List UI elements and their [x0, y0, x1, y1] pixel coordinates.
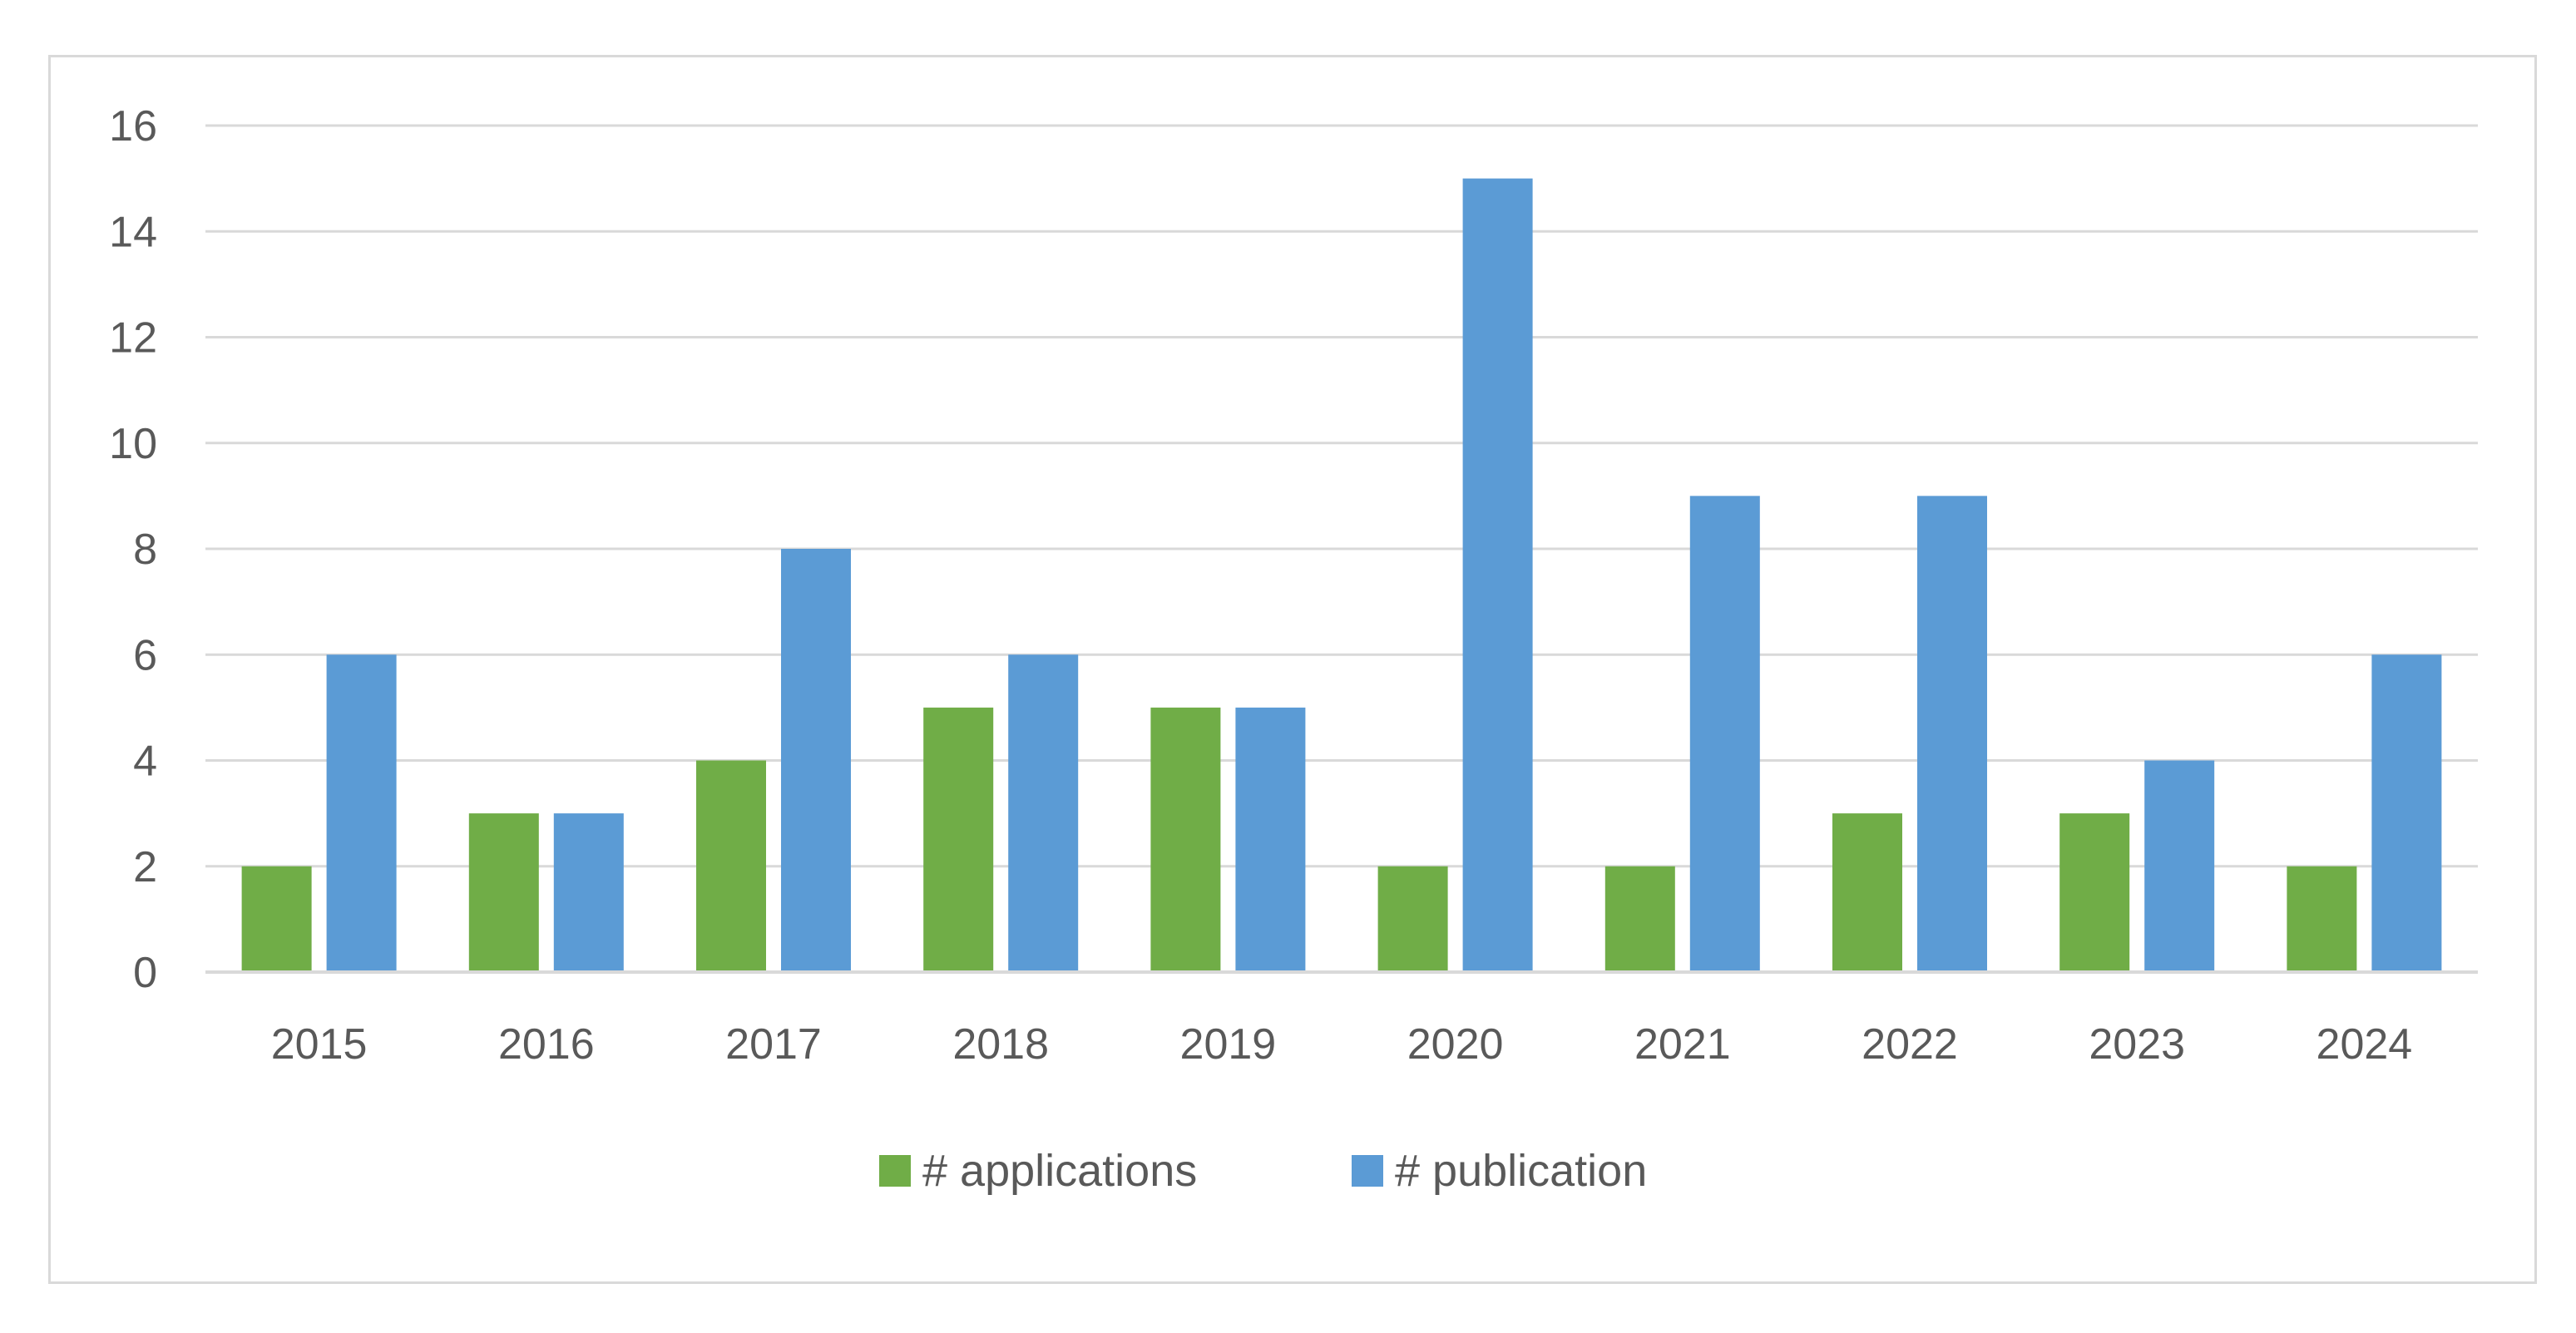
bar-applications [2287, 866, 2357, 972]
bar-applications [1377, 866, 1448, 972]
y-tick-label: 16 [109, 102, 157, 151]
y-axis-ticks: 0 2 4 6 8 10 12 14 16 [109, 102, 157, 997]
bar-publication [326, 654, 397, 972]
bar-applications [468, 813, 539, 972]
x-tick-label: 2019 [1180, 1020, 1277, 1069]
x-tick-label: 2024 [2316, 1020, 2413, 1069]
legend-label: # publication [1395, 1146, 1647, 1196]
x-tick-label: 2022 [1862, 1020, 1958, 1069]
y-tick-label: 10 [109, 420, 157, 468]
x-tick-label: 2021 [1634, 1020, 1731, 1069]
y-tick-label: 14 [109, 208, 157, 256]
bars [241, 178, 2442, 972]
bar-publication [553, 813, 624, 972]
bar-publication [1235, 707, 1306, 972]
y-tick-label: 0 [133, 949, 157, 997]
x-tick-label: 2020 [1407, 1020, 1504, 1069]
x-tick-label: 2017 [725, 1020, 822, 1069]
bar-publication [1917, 496, 1987, 972]
y-tick-label: 8 [133, 526, 157, 574]
bar-applications [241, 866, 312, 972]
legend-label: # applications [922, 1146, 1197, 1196]
bar-publication [1689, 496, 1760, 972]
bar-applications [1604, 866, 1675, 972]
bar-applications [2059, 813, 2130, 972]
bar-publication [2371, 654, 2442, 972]
bar-applications [1832, 813, 1902, 972]
legend: # applications # publication [879, 1146, 1647, 1196]
legend-swatch [879, 1155, 911, 1187]
y-tick-label: 12 [109, 314, 157, 363]
bar-publication [1462, 178, 1533, 972]
chart-frame: 0 2 4 6 8 10 12 14 16 2015 2016 2017 2018 2019 2020 20… [48, 55, 2537, 1284]
bar-applications [923, 707, 994, 972]
legend-swatch [1352, 1155, 1383, 1187]
bar-publication [781, 549, 851, 972]
x-tick-label: 2023 [2089, 1020, 2185, 1069]
bar-applications [1150, 707, 1221, 972]
x-axis-ticks: 2015 2016 2017 2018 2019 2020 2021 2022 2023 2024 [271, 1020, 2412, 1069]
y-tick-label: 2 [133, 843, 157, 891]
x-tick-label: 2018 [952, 1020, 1049, 1069]
x-tick-label: 2016 [498, 1020, 595, 1069]
bar-publication [2144, 760, 2215, 972]
bar-applications [696, 760, 766, 972]
gridlines [205, 124, 2478, 868]
x-tick-label: 2015 [271, 1020, 368, 1069]
y-tick-label: 6 [133, 631, 157, 679]
bar-publication [1008, 654, 1079, 972]
y-tick-label: 4 [133, 738, 157, 786]
